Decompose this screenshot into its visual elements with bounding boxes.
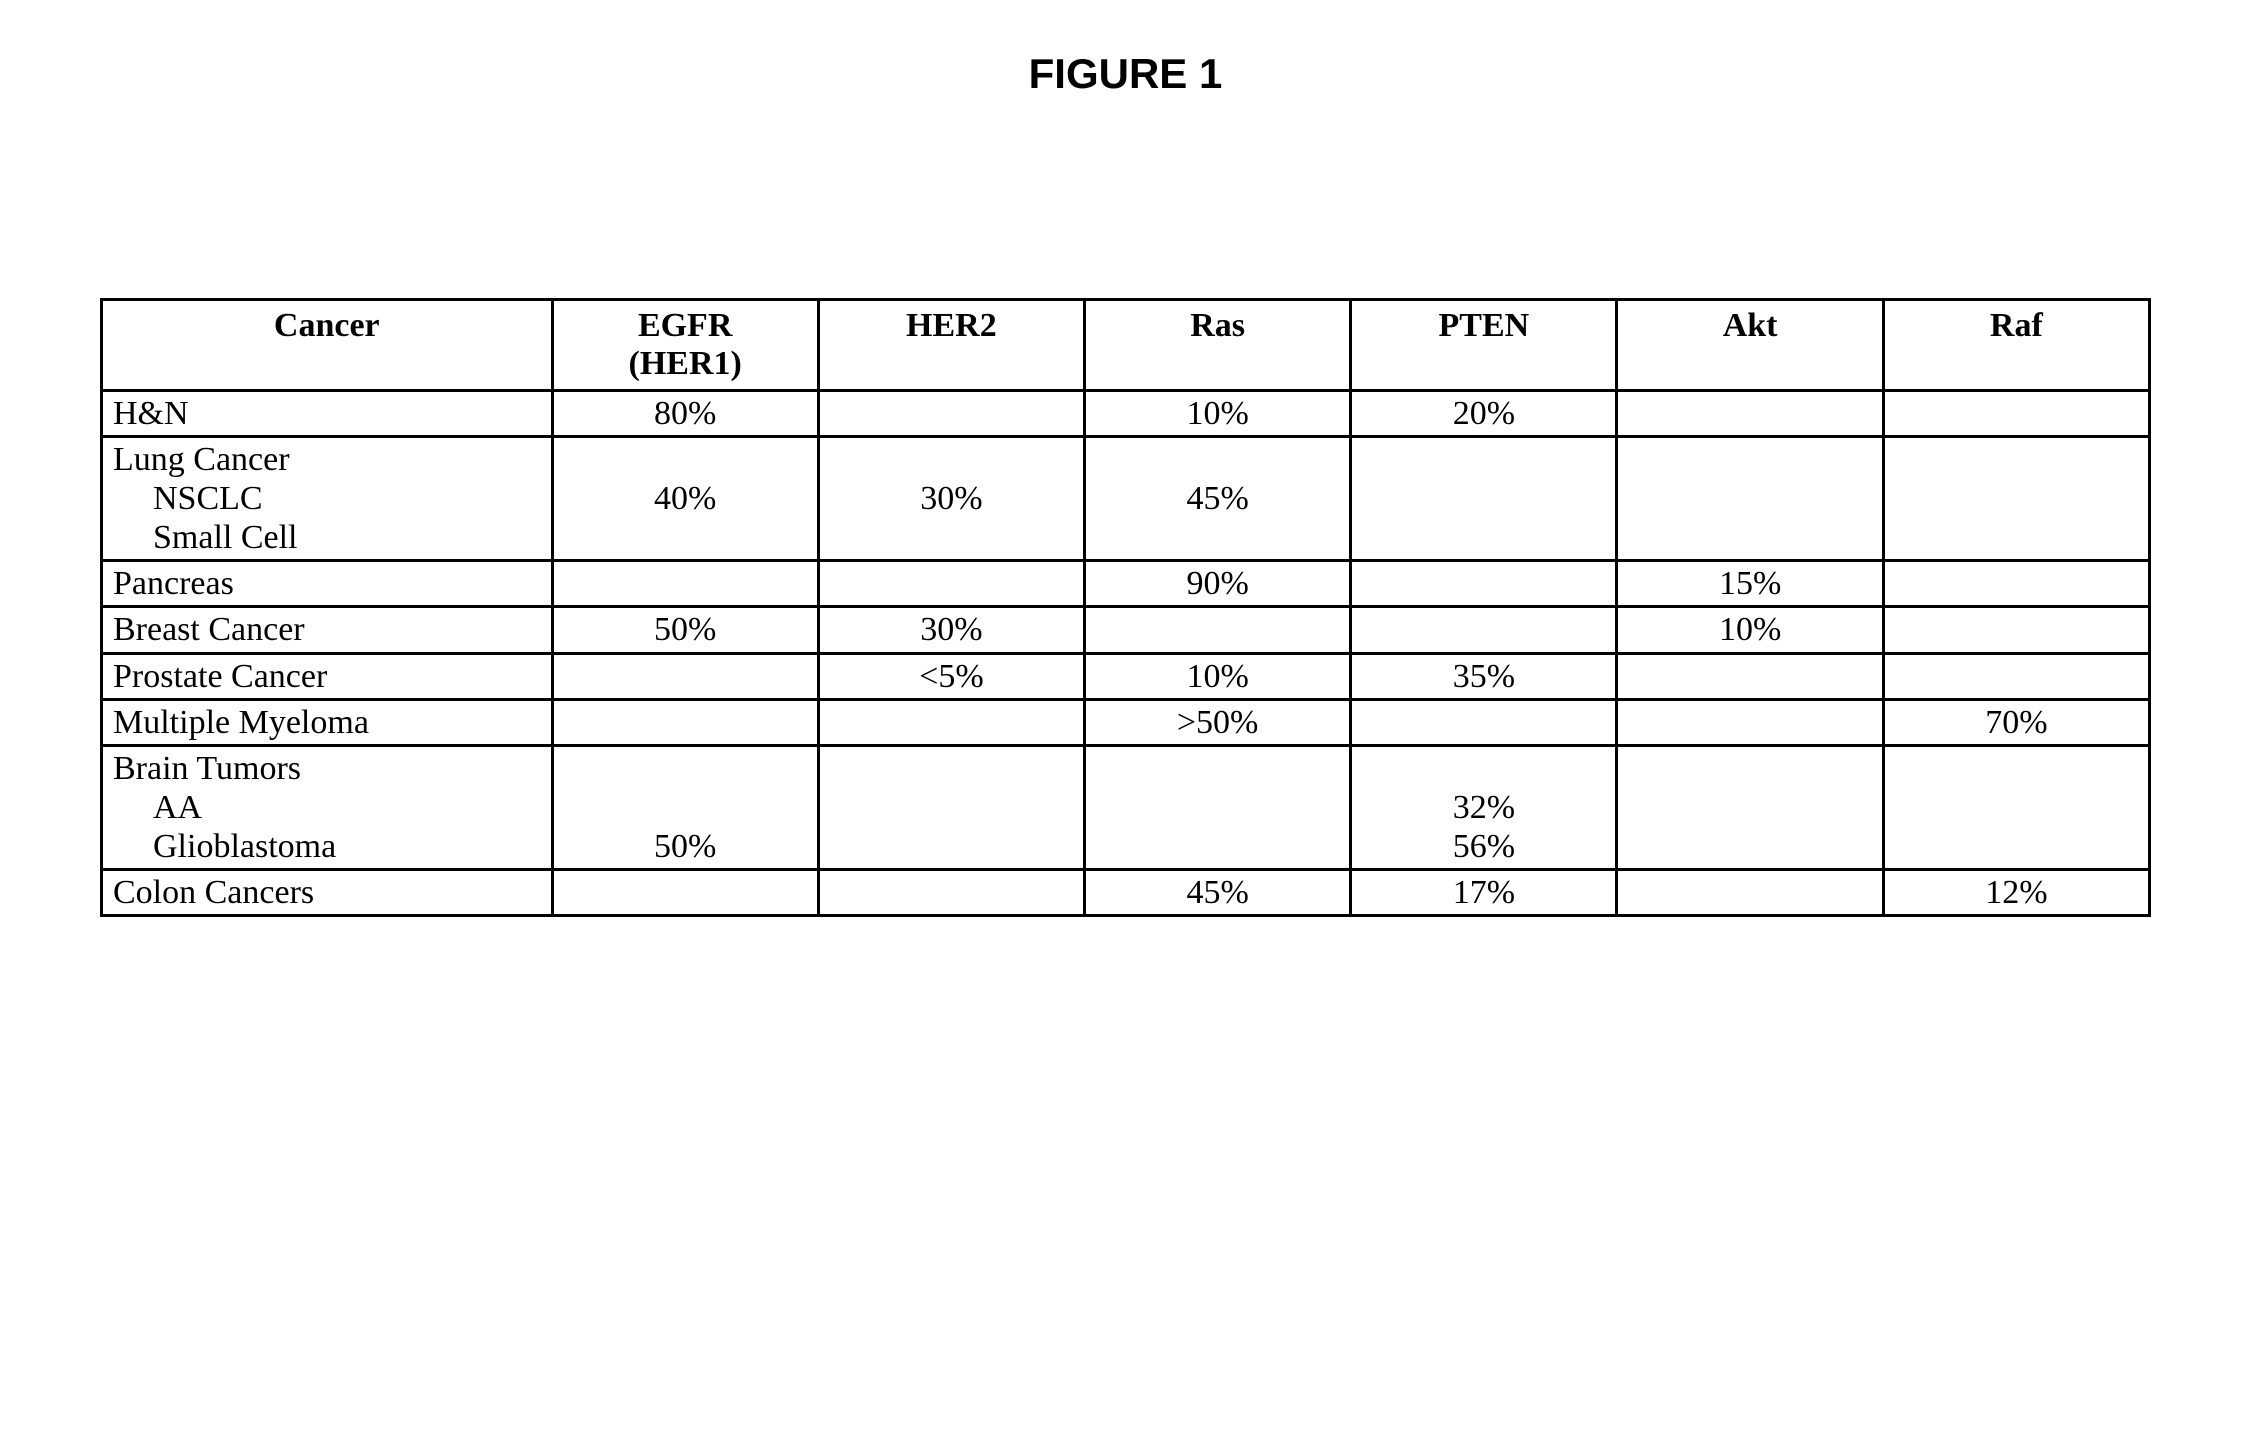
value-line: 45% xyxy=(1096,479,1339,518)
cancer-label-line: Multiple Myeloma xyxy=(113,703,541,742)
cancer-label-line: H&N xyxy=(113,394,541,433)
table-row: H&N 80% 10%20% xyxy=(102,391,2150,437)
cancer-label-line: Lung Cancer xyxy=(113,440,541,479)
table-row: Brain TumorsAAGlioblastoma 50% 32%56% xyxy=(102,745,2150,869)
value-cell-raf xyxy=(1883,437,2149,561)
value-line: 50% xyxy=(564,827,807,866)
table-row: Pancreas 90% 15% xyxy=(102,561,2150,607)
value-cell-her2 xyxy=(818,745,1084,869)
col-header-ras: Ras xyxy=(1085,300,1351,391)
cancer-label-cell: H&N xyxy=(102,391,553,437)
table-row: Lung CancerNSCLCSmall Cell 40% 30% 45% xyxy=(102,437,2150,561)
value-cell-akt xyxy=(1617,699,1883,745)
value-cell-raf xyxy=(1883,391,2149,437)
value-cell-egfr: 80% xyxy=(552,391,818,437)
cancer-label-line: AA xyxy=(113,788,541,827)
col-header-raf: Raf xyxy=(1883,300,2149,391)
value-cell-raf: 70% xyxy=(1883,699,2149,745)
table-row: Multiple Myeloma >50% 70% xyxy=(102,699,2150,745)
col-header-akt: Akt xyxy=(1617,300,1883,391)
value-cell-pten: 20% xyxy=(1351,391,1617,437)
value-cell-her2: <5% xyxy=(818,653,1084,699)
value-line xyxy=(1362,749,1605,788)
cancer-label-cell: Breast Cancer xyxy=(102,607,553,653)
cancer-label-cell: Prostate Cancer xyxy=(102,653,553,699)
cancer-label-cell: Pancreas xyxy=(102,561,553,607)
table-body: H&N80%10%20%Lung CancerNSCLCSmall Cell 4… xyxy=(102,391,2150,916)
figure-title: FIGURE 1 xyxy=(100,50,2151,98)
col-header-pten: PTEN xyxy=(1351,300,1617,391)
value-cell-ras xyxy=(1085,745,1351,869)
cancer-label-line: Glioblastoma xyxy=(113,827,541,866)
cancer-label-line: Breast Cancer xyxy=(113,610,541,649)
value-cell-raf xyxy=(1883,607,2149,653)
value-cell-ras: 10% xyxy=(1085,391,1351,437)
value-cell-ras: 10% xyxy=(1085,653,1351,699)
data-table: Cancer EGFR (HER1) HER2 Ras PTEN Akt Raf… xyxy=(100,298,2151,917)
col-header-cancer: Cancer xyxy=(102,300,553,391)
value-cell-her2 xyxy=(818,561,1084,607)
value-cell-akt xyxy=(1617,437,1883,561)
cancer-label-line: Colon Cancers xyxy=(113,873,541,912)
table-row: Prostate Cancer <5%10%35% xyxy=(102,653,2150,699)
value-cell-raf xyxy=(1883,653,2149,699)
value-cell-raf xyxy=(1883,745,2149,869)
header-row: Cancer EGFR (HER1) HER2 Ras PTEN Akt Raf xyxy=(102,300,2150,391)
cancer-label-cell: Colon Cancers xyxy=(102,870,553,916)
cancer-label-cell: Multiple Myeloma xyxy=(102,699,553,745)
value-line: 56% xyxy=(1362,827,1605,866)
value-cell-ras xyxy=(1085,607,1351,653)
value-cell-ras: 90% xyxy=(1085,561,1351,607)
value-cell-pten xyxy=(1351,607,1617,653)
value-cell-her2 xyxy=(818,699,1084,745)
value-cell-egfr xyxy=(552,653,818,699)
value-cell-egfr xyxy=(552,561,818,607)
value-cell-akt: 10% xyxy=(1617,607,1883,653)
value-line: 30% xyxy=(830,479,1073,518)
value-line: 40% xyxy=(564,479,807,518)
value-cell-pten: 17% xyxy=(1351,870,1617,916)
value-cell-ras: 45% xyxy=(1085,870,1351,916)
value-cell-egfr: 40% xyxy=(552,437,818,561)
value-cell-egfr xyxy=(552,699,818,745)
value-cell-ras: >50% xyxy=(1085,699,1351,745)
value-cell-akt xyxy=(1617,391,1883,437)
table-row: Colon Cancers 45%17% 12% xyxy=(102,870,2150,916)
col-header-egfr: EGFR (HER1) xyxy=(552,300,818,391)
cancer-label-line: Prostate Cancer xyxy=(113,657,541,696)
cancer-label-line: NSCLC xyxy=(113,479,541,518)
value-cell-raf xyxy=(1883,561,2149,607)
value-cell-her2 xyxy=(818,870,1084,916)
cancer-label-line: Pancreas xyxy=(113,564,541,603)
value-cell-egfr xyxy=(552,870,818,916)
cancer-label-line: Small Cell xyxy=(113,518,541,557)
value-cell-akt xyxy=(1617,745,1883,869)
value-cell-her2 xyxy=(818,391,1084,437)
value-cell-raf: 12% xyxy=(1883,870,2149,916)
value-cell-akt xyxy=(1617,653,1883,699)
table-row: Breast Cancer 50%30% 10% xyxy=(102,607,2150,653)
value-line: 32% xyxy=(1362,788,1605,827)
value-cell-pten xyxy=(1351,699,1617,745)
value-cell-akt: 15% xyxy=(1617,561,1883,607)
value-cell-her2: 30% xyxy=(818,437,1084,561)
value-cell-her2: 30% xyxy=(818,607,1084,653)
cancer-label-cell: Lung CancerNSCLCSmall Cell xyxy=(102,437,553,561)
value-cell-egfr: 50% xyxy=(552,607,818,653)
value-cell-ras: 45% xyxy=(1085,437,1351,561)
cancer-label-line: Brain Tumors xyxy=(113,749,541,788)
value-cell-akt xyxy=(1617,870,1883,916)
value-cell-pten: 35% xyxy=(1351,653,1617,699)
cancer-label-cell: Brain TumorsAAGlioblastoma xyxy=(102,745,553,869)
value-cell-egfr: 50% xyxy=(552,745,818,869)
col-header-her2: HER2 xyxy=(818,300,1084,391)
value-cell-pten: 32%56% xyxy=(1351,745,1617,869)
value-cell-pten xyxy=(1351,561,1617,607)
value-cell-pten xyxy=(1351,437,1617,561)
